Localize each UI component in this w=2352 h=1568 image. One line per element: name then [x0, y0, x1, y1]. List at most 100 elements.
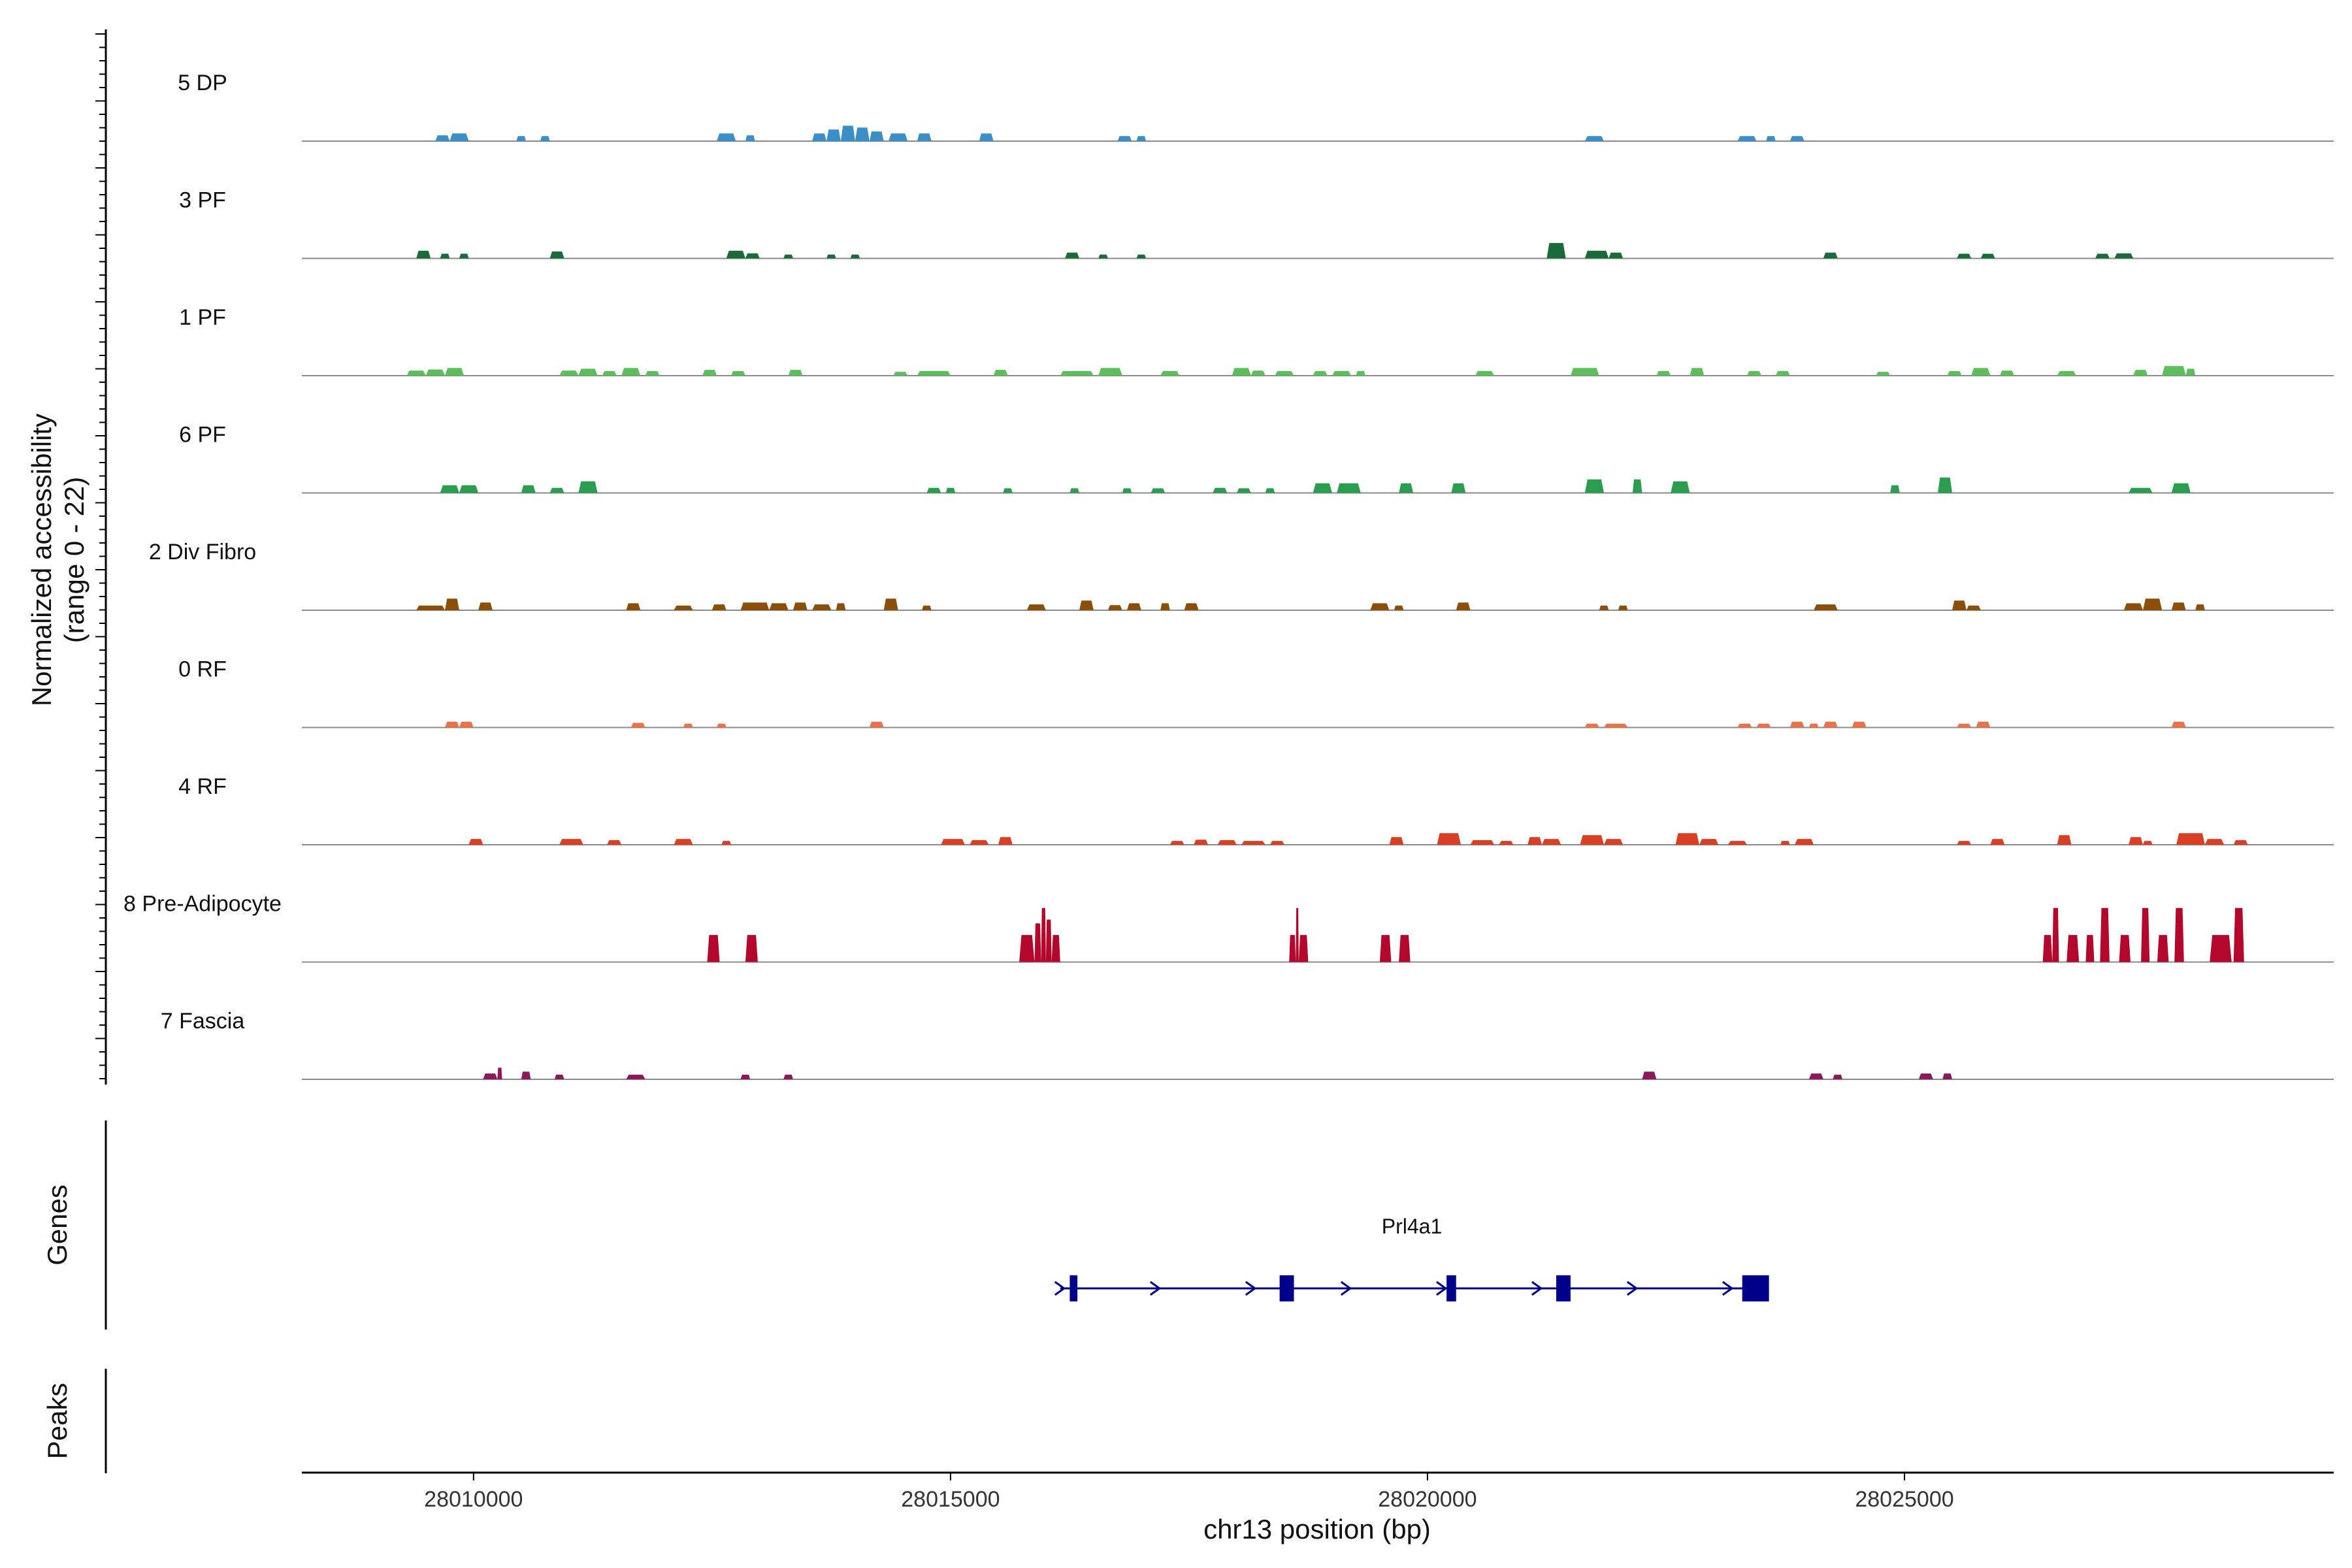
coverage-peak	[435, 135, 450, 141]
coverage-peak	[1775, 370, 1790, 376]
coverage-peak	[1217, 840, 1237, 845]
coverage-peak	[1337, 483, 1361, 493]
coverage-peak	[1213, 487, 1228, 493]
coverage-peak	[2129, 837, 2143, 845]
coverage-peak	[1394, 605, 1404, 610]
coverage-peak	[1298, 935, 1309, 962]
coverage-peak	[1890, 485, 1900, 493]
strand-arrow	[1340, 1281, 1352, 1296]
coverage-peak	[1475, 370, 1495, 376]
coverage-peak	[922, 605, 932, 610]
coverage-peak	[1045, 919, 1052, 962]
track-5: 2 Div Fibro	[149, 540, 2334, 611]
coverage-peak	[721, 841, 731, 845]
coverage-peak	[2100, 907, 2110, 962]
coverage-peak	[497, 1068, 502, 1079]
coverage-peak	[1795, 839, 1814, 845]
coverage-peak	[850, 254, 860, 259]
coverage-peak	[745, 135, 755, 141]
coverage-peak	[683, 723, 693, 728]
gene-exon	[1070, 1275, 1078, 1301]
coverage-peak	[449, 133, 469, 141]
coverage-peak	[788, 370, 803, 376]
coverage-peak	[607, 840, 622, 845]
track-label: 6 PF	[179, 423, 226, 448]
track-6: 0 RF	[178, 657, 2334, 728]
coverage-peak	[889, 133, 908, 141]
track-label: 7 Fascia	[161, 1009, 245, 1034]
x-tick-label: 28020000	[1378, 1487, 1477, 1512]
strand-arrow	[1531, 1281, 1543, 1296]
coverage-peak	[1546, 242, 1566, 259]
coverage-peak	[1275, 370, 1294, 376]
coverage-peak	[1823, 252, 1838, 259]
coverage-peak	[1957, 253, 1972, 259]
coverage-peak	[731, 370, 745, 376]
coverage-peak	[1632, 479, 1642, 493]
coverage-peak	[1727, 841, 1747, 845]
track-label: 0 RF	[178, 657, 227, 682]
coverage-peak	[521, 1071, 531, 1079]
coverage-peak	[2141, 907, 2150, 962]
track-4: 6 PF	[179, 423, 2334, 494]
coverage-peak	[917, 370, 951, 376]
coverage-peak	[2095, 253, 2110, 259]
genes-track-title: Genes	[42, 1184, 73, 1266]
coverage-peak	[1160, 603, 1170, 610]
coverage-peak	[1289, 935, 1296, 962]
coverage-peak	[1456, 602, 1471, 610]
coverage-peak	[711, 604, 727, 610]
coverage-peak	[1618, 605, 1628, 610]
coverage-peak	[549, 487, 564, 493]
coverage-peak	[812, 133, 827, 141]
coverage-peak	[1918, 1073, 1933, 1079]
coverage-peak	[1527, 837, 1543, 845]
coverage-peak	[2233, 907, 2244, 962]
coverage-peak	[855, 127, 870, 141]
coverage-peak	[1136, 136, 1147, 141]
coverage-peak	[1379, 935, 1392, 962]
coverage-peak	[740, 602, 770, 610]
coverage-peak	[1065, 252, 1079, 259]
x-axis-title: chr13 position (bp)	[1203, 1514, 1431, 1544]
coverage-peak	[1780, 841, 1790, 845]
coverage-peak	[1966, 605, 1981, 610]
coverage-peak	[726, 250, 745, 259]
coverage-peak	[993, 370, 1008, 376]
coverage-peak	[2052, 907, 2059, 962]
coverage-peak	[440, 485, 459, 493]
coverage-peak	[1737, 136, 1757, 141]
x-axis: 28010000 28015000 28020000 28025000	[424, 1473, 1954, 1512]
coverage-peak	[1942, 1073, 1952, 1079]
coverage-peak	[2129, 487, 2153, 493]
track-2: 3 PF	[179, 188, 2334, 259]
coverage-peak	[1313, 483, 1332, 493]
coverage-peak	[2210, 935, 2232, 962]
track-8: 8 Pre-Adipocyte	[123, 892, 2334, 963]
coverage-peak	[626, 1074, 645, 1079]
coverage-peak	[516, 136, 527, 141]
coverage-peak	[521, 485, 536, 493]
coverage-peak	[893, 372, 908, 376]
coverage-peak	[941, 839, 965, 845]
coverage-peak	[1451, 483, 1466, 493]
coverage-peak	[2123, 603, 2143, 610]
coverage-peak	[1737, 723, 1752, 728]
coverage-peak	[1766, 136, 1776, 141]
coverage-peak	[478, 602, 493, 610]
coverage-peak	[559, 370, 579, 376]
coverage-peak	[1356, 370, 1365, 376]
coverage-peak	[745, 253, 760, 259]
coverage-peak	[1642, 1071, 1657, 1079]
coverage-peak	[970, 840, 989, 845]
coverage-peak	[1270, 841, 1284, 845]
coverage-peak	[1265, 488, 1275, 493]
coverage-peak	[1470, 840, 1495, 845]
coverage-peak	[1117, 136, 1132, 141]
coverage-peak	[1976, 721, 1991, 728]
coverage-peak	[1389, 837, 1404, 845]
coverage-peak	[917, 133, 932, 141]
coverage-peak	[1079, 600, 1094, 610]
coverage-peak	[1833, 1074, 1843, 1079]
coverage-peak	[1699, 839, 1719, 845]
